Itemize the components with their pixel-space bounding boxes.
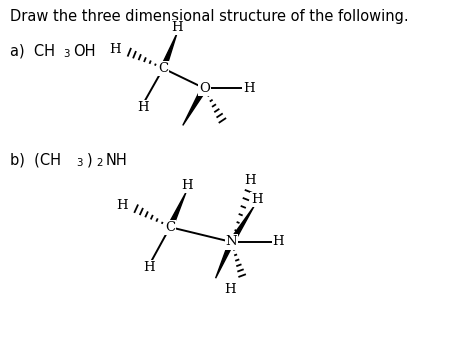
Text: H: H bbox=[116, 199, 128, 212]
Text: H: H bbox=[244, 174, 255, 187]
Text: H: H bbox=[109, 43, 121, 55]
Text: O: O bbox=[199, 82, 210, 95]
Text: NH: NH bbox=[105, 153, 127, 168]
Text: C: C bbox=[165, 220, 175, 234]
Text: Draw the three dimensional structure of the following.: Draw the three dimensional structure of … bbox=[9, 9, 408, 24]
Text: H: H bbox=[144, 261, 155, 274]
Text: H: H bbox=[243, 82, 255, 95]
Text: H: H bbox=[273, 235, 284, 248]
Text: H: H bbox=[171, 21, 182, 34]
Polygon shape bbox=[229, 206, 255, 244]
Text: a)  CH: a) CH bbox=[9, 44, 55, 59]
Polygon shape bbox=[183, 87, 207, 125]
Text: H: H bbox=[251, 193, 263, 206]
Text: ): ) bbox=[87, 153, 93, 168]
Text: 2: 2 bbox=[96, 158, 102, 168]
Text: N: N bbox=[226, 235, 237, 248]
Text: H: H bbox=[181, 179, 193, 192]
Text: H: H bbox=[137, 101, 148, 114]
Text: b)  (CH: b) (CH bbox=[9, 153, 61, 168]
Text: 3: 3 bbox=[77, 158, 83, 168]
Polygon shape bbox=[168, 192, 186, 228]
Text: H: H bbox=[224, 283, 236, 296]
Polygon shape bbox=[161, 34, 177, 70]
Text: C: C bbox=[158, 62, 168, 75]
Text: 3: 3 bbox=[63, 49, 69, 59]
Text: OH: OH bbox=[73, 44, 96, 59]
Polygon shape bbox=[216, 241, 234, 278]
